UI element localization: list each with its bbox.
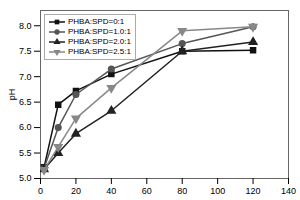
svg-text:60: 60 [142,186,152,196]
svg-text:8.0: 8.0 [19,21,32,31]
svg-text:40: 40 [106,186,116,196]
html-text:PHBA:SPD=0:1: PHBA:SPD=0:1 [68,17,125,26]
svg-text:100: 100 [210,186,225,196]
svg-text:6.0: 6.0 [19,122,32,132]
svg-text:80: 80 [177,186,187,196]
svg-text:7.5: 7.5 [19,46,32,56]
svg-text:pH: pH [7,89,17,101]
svg-text:120: 120 [246,186,261,196]
svg-text:6.5: 6.5 [19,97,32,107]
svg-text:5.0: 5.0 [19,173,32,183]
svg-text:140: 140 [281,186,296,196]
html-text:PHBA:SPD=1.0:1: PHBA:SPD=1.0:1 [68,27,131,36]
svg-text:0: 0 [38,186,43,196]
svg-text:7.0: 7.0 [19,72,32,82]
svg-text:20: 20 [71,186,81,196]
html-text:PHBA:SPD=2.0:1: PHBA:SPD=2.0:1 [68,37,131,46]
svg-text:5.5: 5.5 [19,148,32,158]
html-text:PHBA:SPD=2.5:1: PHBA:SPD=2.5:1 [68,47,131,56]
